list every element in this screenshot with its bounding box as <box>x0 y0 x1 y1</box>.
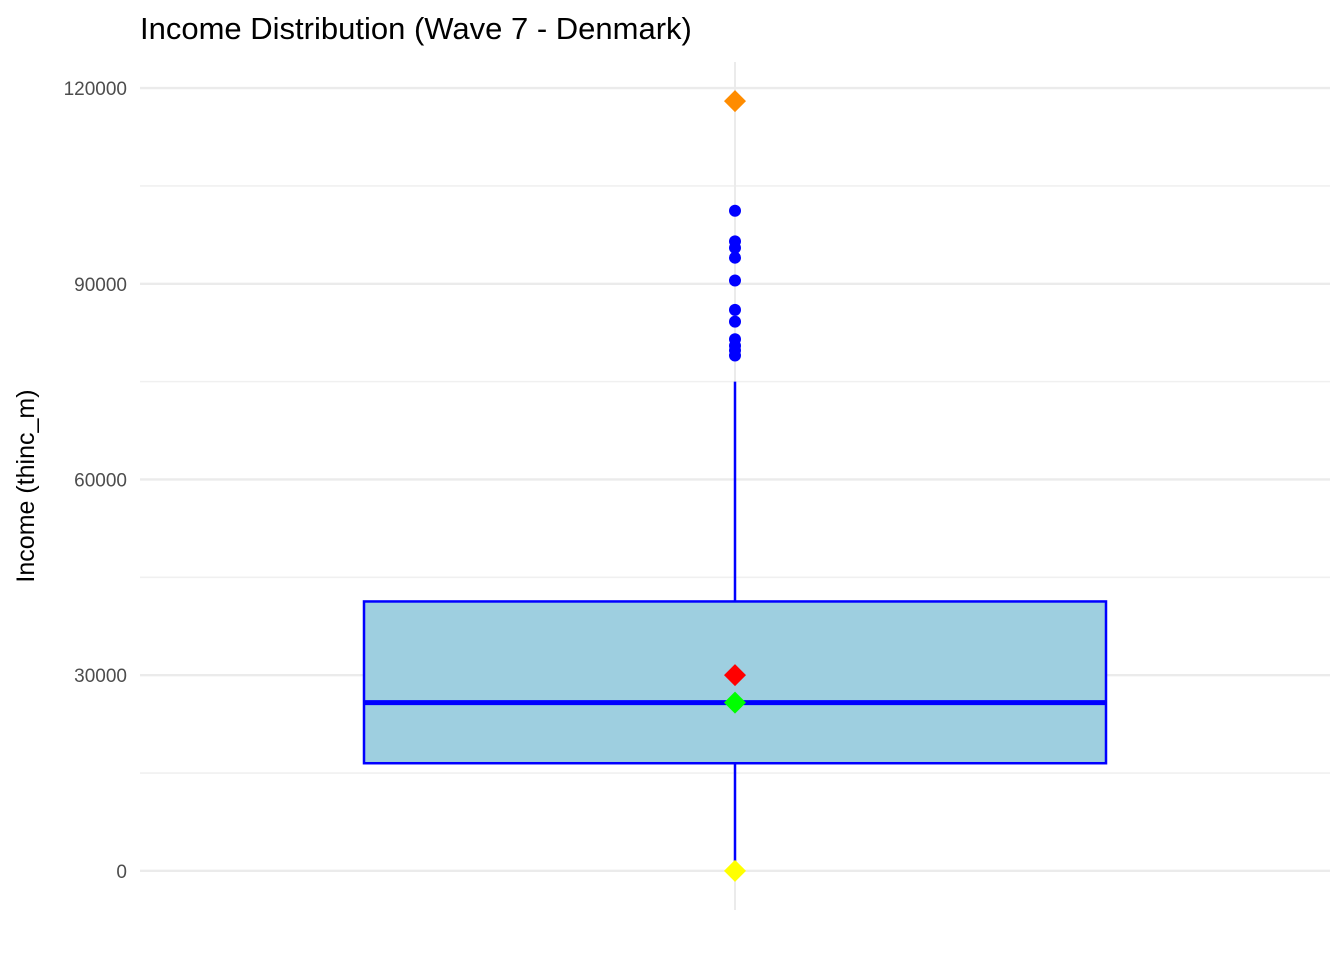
y-axis-label: Income (thinc_m) <box>12 389 40 582</box>
outlier-point <box>729 235 741 248</box>
outlier-point <box>729 303 741 316</box>
diamond-marker <box>724 664 746 687</box>
diamond-marker <box>724 90 746 113</box>
outlier-points <box>729 204 741 362</box>
y-tick-label: 0 <box>116 862 127 883</box>
chart-title: Income Distribution (Wave 7 - Denmark) <box>140 11 692 46</box>
y-tick-label: 30000 <box>74 666 127 687</box>
y-tick-label: 60000 <box>74 470 127 491</box>
diamond-marker <box>724 859 746 882</box>
y-axis-ticks: 0 30000 60000 90000 120000 <box>64 79 127 883</box>
outlier-point <box>729 204 741 217</box>
y-tick-label: 90000 <box>74 275 127 296</box>
summary-markers <box>724 90 746 882</box>
y-tick-label: 120000 <box>64 79 127 100</box>
outlier-point <box>729 251 741 264</box>
outlier-point <box>729 274 741 287</box>
outlier-point <box>729 315 741 328</box>
diamond-marker <box>724 691 746 714</box>
outlier-point <box>729 333 741 346</box>
